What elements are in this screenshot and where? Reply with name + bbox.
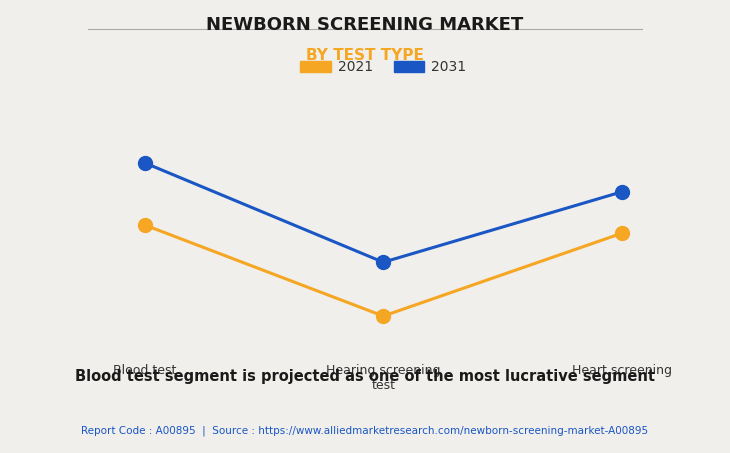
- Text: NEWBORN SCREENING MARKET: NEWBORN SCREENING MARKET: [207, 16, 523, 34]
- Legend: 2021, 2031: 2021, 2031: [300, 60, 466, 74]
- Text: Blood test segment is projected as one of the most lucrative segment: Blood test segment is projected as one o…: [75, 369, 655, 384]
- Text: BY TEST TYPE: BY TEST TYPE: [306, 48, 424, 63]
- Text: Report Code : A00895  |  Source : https://www.alliedmarketresearch.com/newborn-s: Report Code : A00895 | Source : https://…: [82, 426, 648, 436]
